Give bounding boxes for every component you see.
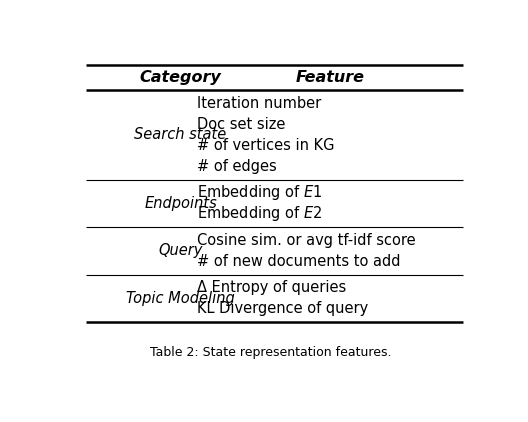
- Text: Cosine sim. or avg tf-idf score: Cosine sim. or avg tf-idf score: [197, 233, 416, 248]
- Text: # of new documents to add: # of new documents to add: [197, 254, 400, 269]
- Text: Table 2: State representation features.: Table 2: State representation features.: [150, 346, 391, 360]
- Text: Topic Modeling: Topic Modeling: [126, 291, 235, 306]
- Text: Embedding of $E$2: Embedding of $E$2: [197, 204, 323, 224]
- Text: Embedding of $E$1: Embedding of $E$1: [197, 184, 323, 203]
- Text: Doc set size: Doc set size: [197, 117, 285, 132]
- Text: Category: Category: [140, 70, 221, 85]
- Text: Search state: Search state: [135, 127, 227, 143]
- Text: Feature: Feature: [296, 70, 364, 85]
- Text: # of edges: # of edges: [197, 159, 277, 174]
- Text: Query: Query: [158, 243, 203, 258]
- Text: Endpoints: Endpoints: [144, 196, 217, 211]
- Text: Iteration number: Iteration number: [197, 96, 321, 111]
- Text: KL Divergence of query: KL Divergence of query: [197, 301, 368, 316]
- Text: Δ Entropy of queries: Δ Entropy of queries: [197, 280, 346, 295]
- Text: # of vertices in KG: # of vertices in KG: [197, 138, 334, 153]
